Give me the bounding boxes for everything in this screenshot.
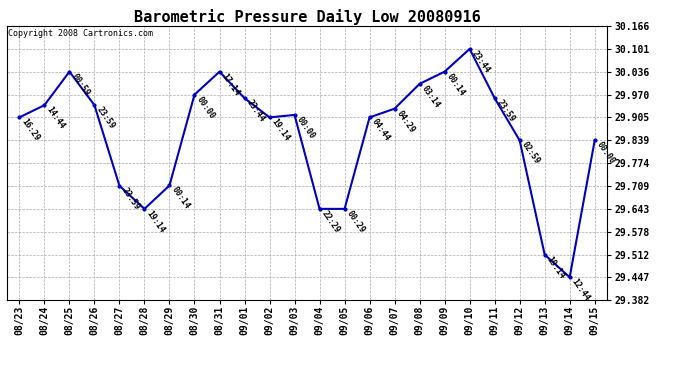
Text: 00:59: 00:59 bbox=[70, 72, 91, 97]
Text: 19:14: 19:14 bbox=[270, 117, 291, 143]
Text: 00:14: 00:14 bbox=[170, 186, 191, 211]
Text: 19:14: 19:14 bbox=[544, 255, 566, 280]
Text: Copyright 2008 Cartronics.com: Copyright 2008 Cartronics.com bbox=[8, 29, 153, 38]
Text: 14:44: 14:44 bbox=[44, 105, 66, 131]
Text: 19:14: 19:14 bbox=[144, 209, 166, 234]
Text: 00:00: 00:00 bbox=[295, 115, 316, 141]
Text: 23:59: 23:59 bbox=[95, 105, 116, 131]
Text: 23:59: 23:59 bbox=[495, 98, 516, 124]
Text: 00:29: 00:29 bbox=[344, 209, 366, 234]
Text: 04:29: 04:29 bbox=[395, 109, 416, 134]
Text: 22:29: 22:29 bbox=[319, 209, 342, 234]
Text: 23:44: 23:44 bbox=[244, 98, 266, 124]
Text: 23:59: 23:59 bbox=[119, 186, 141, 211]
Text: 00:00: 00:00 bbox=[595, 140, 616, 166]
Text: 12:44: 12:44 bbox=[570, 277, 591, 303]
Text: 03:14: 03:14 bbox=[420, 84, 442, 110]
Text: 16:29: 16:29 bbox=[19, 117, 41, 143]
Text: 23:44: 23:44 bbox=[470, 49, 491, 75]
Text: 04:44: 04:44 bbox=[370, 117, 391, 143]
Title: Barometric Pressure Daily Low 20080916: Barometric Pressure Daily Low 20080916 bbox=[134, 9, 480, 25]
Text: 00:14: 00:14 bbox=[444, 72, 466, 97]
Text: 00:00: 00:00 bbox=[195, 95, 216, 120]
Text: 17:14: 17:14 bbox=[219, 72, 242, 97]
Text: 02:59: 02:59 bbox=[520, 140, 542, 166]
